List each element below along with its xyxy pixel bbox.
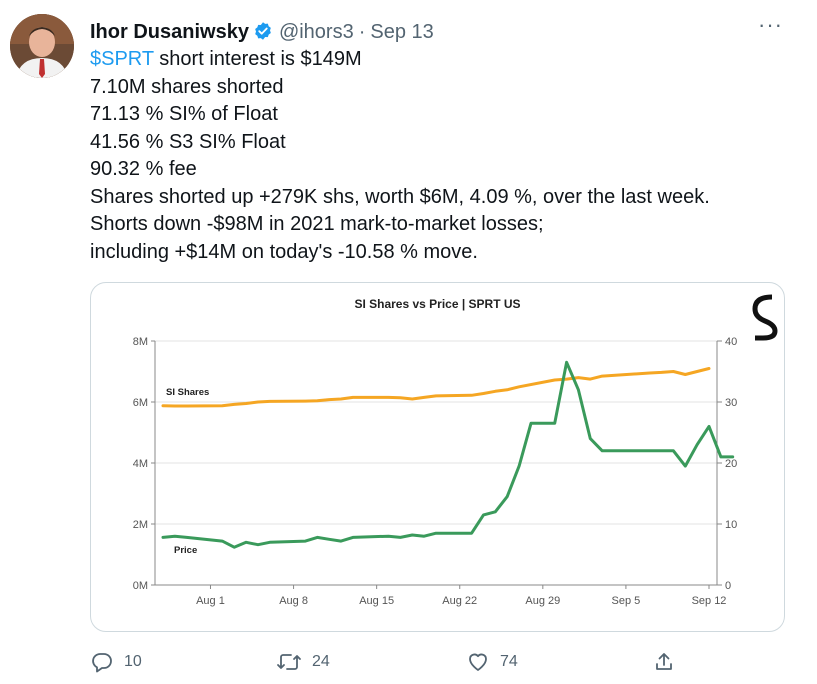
tweet-header: Ihor Dusaniwsky @ihors3 · Sep 13 [90, 20, 434, 47]
tweet-actions: 10 24 74 [90, 650, 690, 676]
tweet-line: 90.32 % fee [90, 158, 197, 180]
reply-icon [92, 653, 112, 673]
like-count: 74 [500, 653, 518, 670]
right-axis-tick-label: 20 [725, 458, 737, 470]
retweet-button[interactable]: 24 [276, 650, 330, 674]
left-axis-tick-label: 2M [133, 519, 148, 531]
more-options-icon[interactable]: ··· [758, 12, 783, 37]
author-handle[interactable]: @ihors3 [278, 21, 354, 43]
left-axis-tick-label: 0M [133, 580, 148, 592]
heart-icon [469, 653, 487, 671]
x-axis-tick-label: Aug 15 [359, 595, 394, 607]
series-line-price [161, 360, 735, 549]
tweet-text: $SPRT short interest is $149M 7.10M shar… [90, 46, 710, 266]
right-axis-tick-label: 30 [725, 397, 737, 409]
share-button[interactable] [652, 650, 676, 674]
meta-separator: · [358, 21, 366, 43]
avatar-image [10, 14, 74, 78]
series-line-si-shares [161, 367, 711, 408]
chart-svg: 0M 2M 4M 6M 8M 0 10 20 30 40 Aug 1 Aug 8 Aug 15 Aug 2… [133, 294, 778, 607]
right-axis-tick-label: 0 [725, 580, 731, 592]
series-label-si-shares: SI Shares [166, 387, 209, 398]
x-axis-tick-label: Aug 22 [442, 595, 477, 607]
tweet-line: 41.56 % S3 SI% Float [90, 130, 286, 153]
left-axis-tick-label: 8M [133, 336, 148, 348]
author-name[interactable]: Ihor Dusaniwsky [90, 21, 249, 43]
left-axis-tick-label: 6M [133, 397, 148, 409]
verified-badge-icon [253, 21, 273, 47]
like-button[interactable]: 74 [466, 650, 518, 674]
share-icon [656, 653, 672, 670]
s3-logo-icon [752, 294, 778, 341]
tweet-date[interactable]: Sep 13 [370, 21, 434, 43]
tweet-line: including +$14M on today's -10.58 % move… [90, 240, 478, 263]
x-axis-tick-label: Aug 1 [196, 595, 225, 607]
left-axis-tick-label: 4M [133, 458, 148, 470]
right-axis-tick-label: 10 [725, 519, 737, 531]
chart-image-card[interactable]: SI Shares vs Price | SPRT US 0M 2M 4M 6M 8M 0… [90, 282, 785, 632]
tweet-line: Shorts down -$98M in 2021 mark-to-market… [90, 213, 544, 235]
tweet-line: $SPRT short interest is $149M [90, 46, 710, 74]
reply-count: 10 [124, 653, 142, 670]
reply-button[interactable]: 10 [90, 650, 142, 674]
x-axis-tick-label: Aug 8 [279, 595, 308, 607]
retweet-count: 24 [312, 653, 330, 670]
tweet-line: 7.10M shares shorted [90, 75, 284, 98]
tweet-line: Shares shorted up +279K shs, worth $6M, … [90, 185, 710, 208]
chart-title: SI Shares vs Price | SPRT US [354, 297, 521, 311]
retweet-icon [277, 654, 301, 670]
tweet-line-text: short interest is $149M [153, 48, 362, 70]
right-axis-tick-label: 40 [725, 336, 737, 348]
x-axis-tick-label: Sep 5 [612, 595, 641, 607]
x-axis-tick-label: Aug 29 [525, 595, 560, 607]
author-avatar[interactable] [10, 14, 74, 78]
tweet-line: 71.13 % SI% of Float [90, 103, 278, 125]
x-axis-tick-label: Sep 12 [692, 595, 727, 607]
series-label-price: Price [174, 545, 197, 556]
cashtag-link[interactable]: $SPRT [90, 48, 154, 70]
